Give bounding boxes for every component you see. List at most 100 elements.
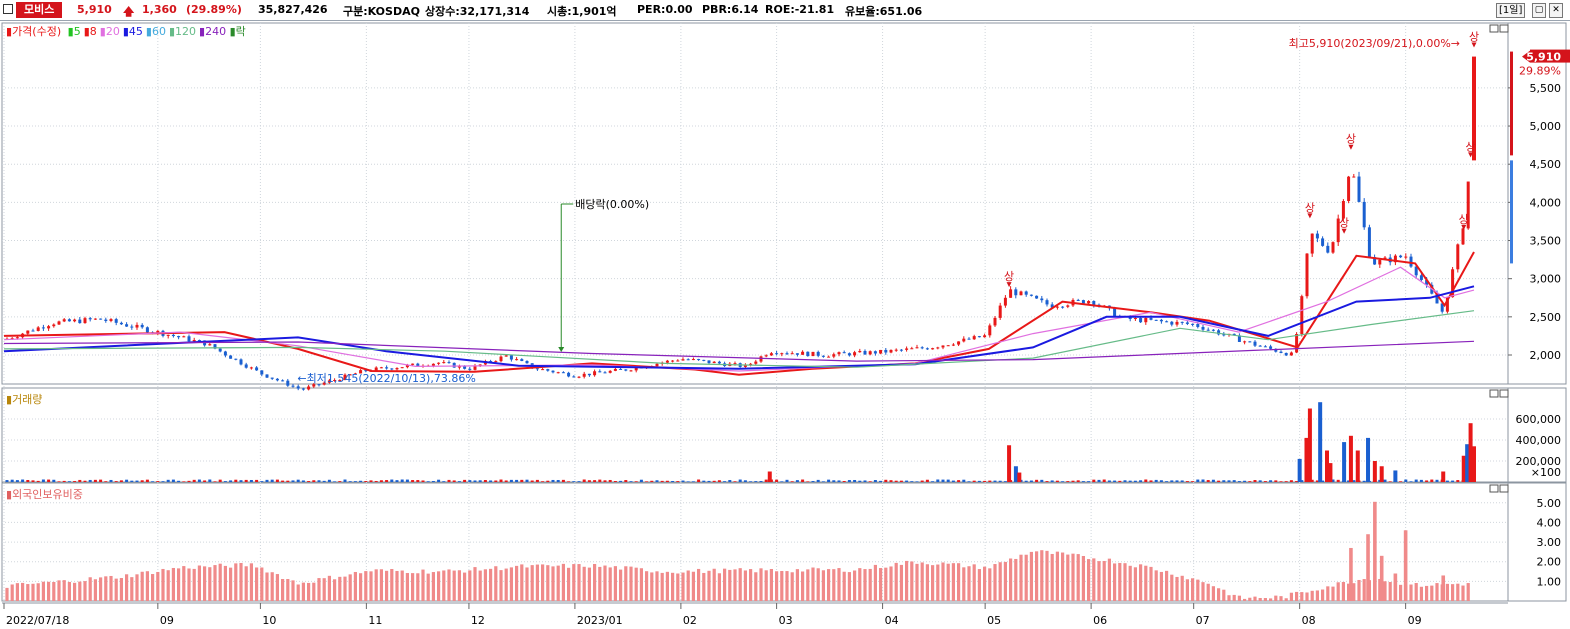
foreign-ratio-bar xyxy=(925,564,929,601)
volume-bar xyxy=(1154,479,1158,482)
x-tick-label: 11 xyxy=(368,614,382,627)
volume-bar xyxy=(1279,481,1283,482)
volume-bar xyxy=(140,480,144,482)
ma-legend-item-60[interactable]: ▮60 xyxy=(145,25,166,38)
foreign-ratio-bar xyxy=(452,570,456,601)
ma-legend-item-45[interactable]: ▮45 xyxy=(122,25,143,38)
volume-bar xyxy=(988,480,992,482)
candle-body xyxy=(884,349,888,353)
foreign-ratio-bar xyxy=(104,576,108,601)
foreign-ratio-bar xyxy=(1362,579,1366,601)
foreign-ratio-bar xyxy=(702,572,706,601)
volume-bar xyxy=(608,479,612,482)
candle-body xyxy=(1321,238,1325,246)
volume-bar xyxy=(1366,437,1371,482)
volume-bar xyxy=(821,481,825,482)
foreign-ratio-bar xyxy=(759,568,763,601)
candle-body xyxy=(338,379,342,381)
foreign-ratio-bar xyxy=(733,569,737,601)
foreign-ratio-bar xyxy=(26,584,30,601)
ma-legend: ▮5 ▮8 ▮20 ▮45 ▮60 ▮120 ▮240 xyxy=(65,25,226,38)
period-selector[interactable]: [1일] xyxy=(1496,3,1526,18)
volume-bar xyxy=(1336,479,1340,482)
ma-legend-item-120[interactable]: ▮120 xyxy=(168,25,197,38)
candle-body xyxy=(1352,176,1356,178)
candle-body xyxy=(93,318,97,320)
volume-bar xyxy=(52,479,56,482)
volume-bar xyxy=(925,479,929,482)
volume-bar xyxy=(1149,480,1153,482)
foreign-ratio-bar xyxy=(1305,592,1309,601)
volume-bar xyxy=(806,481,810,482)
candle-body xyxy=(83,318,87,324)
foreign-ratio-bar xyxy=(1430,585,1434,601)
foreign-ratio-bar xyxy=(442,570,446,601)
volume-bar xyxy=(1050,480,1054,482)
axis-price-bar xyxy=(1510,160,1513,264)
volume-bar xyxy=(1352,480,1356,482)
foreign-ratio-bar xyxy=(707,570,711,601)
candle-body xyxy=(1435,293,1439,304)
foreign-ratio-bar xyxy=(754,572,758,601)
candle-body xyxy=(691,359,695,361)
volume-bar xyxy=(223,481,227,482)
foreign-ratio-bar xyxy=(405,573,409,601)
stock-name-badge[interactable]: 모비스 xyxy=(16,2,63,18)
foreign-ratio-bar xyxy=(1441,575,1446,601)
foreign-ratio-bar xyxy=(47,581,51,601)
candle-body xyxy=(1445,297,1449,312)
candle-body xyxy=(78,319,82,324)
volume-bar xyxy=(717,480,721,482)
foreign-ratio-bar xyxy=(899,564,903,601)
ma-line-45 xyxy=(3,285,1475,370)
volume-bar xyxy=(218,479,222,482)
close-icon[interactable]: ✕ xyxy=(1549,3,1563,18)
candle-body xyxy=(957,341,961,345)
foreign-ratio-bar xyxy=(1206,583,1210,601)
foreign-ratio-bar xyxy=(775,571,779,601)
foreign-ratio-bar xyxy=(478,570,482,601)
foreign-ratio-bar xyxy=(1414,583,1418,601)
ma-legend-item-8[interactable]: ▮8 xyxy=(83,25,97,38)
volume-bar xyxy=(910,481,914,482)
foreign-ratio-bar xyxy=(629,566,633,601)
ma-legend-item-240[interactable]: ▮240 xyxy=(199,25,227,38)
volume-bar xyxy=(1461,455,1466,482)
candle-body xyxy=(671,360,675,362)
ma-legend-item-5[interactable]: ▮5 xyxy=(67,25,81,38)
candle-body xyxy=(509,355,513,360)
volume-bar xyxy=(795,480,799,482)
candle-body xyxy=(312,384,316,387)
volume-bar xyxy=(197,479,201,482)
candle-body xyxy=(442,362,446,364)
volume-bar xyxy=(1445,480,1449,482)
volume-bar xyxy=(177,480,181,482)
volume-bar xyxy=(676,481,680,482)
candle-body xyxy=(899,349,903,351)
volume-bar xyxy=(1328,463,1333,482)
foreign-ratio-bar xyxy=(1399,584,1403,601)
volume-bar xyxy=(541,481,545,482)
volume-bar xyxy=(322,480,326,482)
candle-body xyxy=(1061,306,1065,308)
volume-bar xyxy=(894,480,898,482)
select-checkbox[interactable] xyxy=(3,4,13,14)
restore-icon[interactable]: ▢ xyxy=(1532,3,1546,18)
foreign-ratio-bar xyxy=(249,563,253,601)
foreign-ratio-bar xyxy=(1222,589,1226,601)
foreign-ratio-bar xyxy=(109,575,113,601)
foreign-ratio-bar xyxy=(619,569,623,601)
volume-bar xyxy=(1170,480,1174,482)
volume-bar xyxy=(1430,479,1434,482)
candle-body xyxy=(754,361,758,364)
candle-body xyxy=(1139,318,1143,323)
volume-bar xyxy=(686,481,690,482)
candle-body xyxy=(1404,256,1408,258)
candle-body xyxy=(244,364,248,368)
volume-bar xyxy=(36,480,40,482)
candle-body xyxy=(806,351,810,357)
candle-body xyxy=(572,376,576,378)
ma-legend-item-20[interactable]: ▮20 xyxy=(99,25,120,38)
candle-body xyxy=(702,359,706,361)
